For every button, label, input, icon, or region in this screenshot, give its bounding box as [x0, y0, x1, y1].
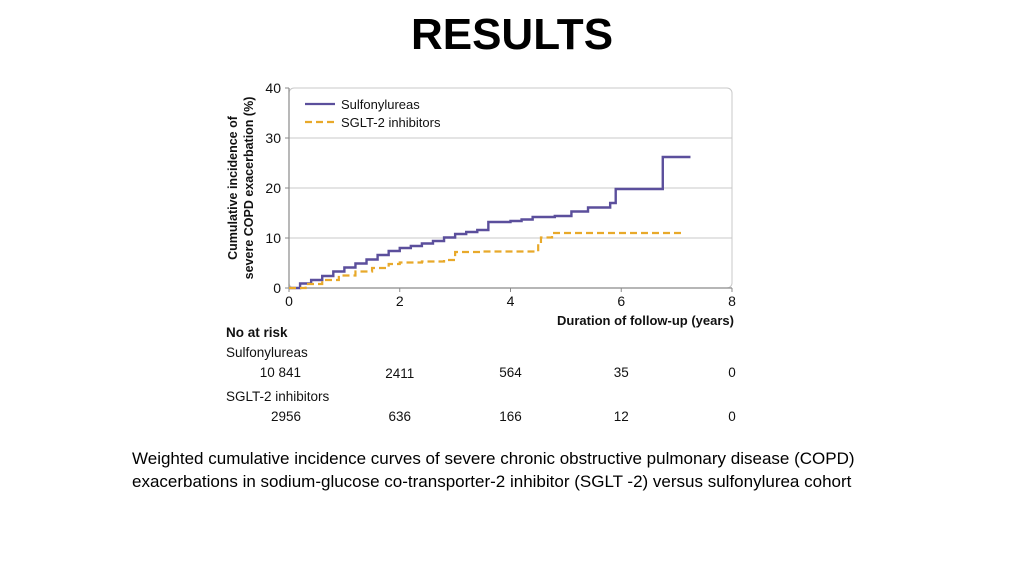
y-axis-label-line-1: Cumulative incidence of — [226, 115, 240, 260]
x-tick-label: 6 — [617, 293, 625, 309]
x-tick-label: 4 — [507, 293, 515, 309]
risk-table-value: 0 — [728, 365, 736, 380]
risk-table-value: 636 — [388, 409, 411, 424]
chart-svg: 0 10 20 30 40 0 2 4 6 8 Cumulative incidence of sev… — [226, 80, 736, 424]
y-tick-label: 0 — [273, 280, 281, 296]
legend-label: Sulfonylureas — [341, 97, 420, 112]
y-tick-label: 10 — [265, 230, 281, 246]
y-tick-label: 40 — [265, 80, 281, 96]
risk-table-value: 10 841 — [260, 365, 301, 380]
x-axis-label: Duration of follow-up (years) — [557, 313, 734, 328]
legend-label: SGLT-2 inhibitors — [341, 115, 441, 130]
risk-table-value: 12 — [614, 409, 629, 424]
x-tick-label: 0 — [285, 293, 293, 309]
risk-table-header: No at risk — [226, 325, 288, 340]
y-axis-label-line-2: severe COPD exacerbation (%) — [242, 97, 256, 280]
y-tick-label: 30 — [265, 130, 281, 146]
series-line-sglt2-inhibitors — [289, 231, 685, 290]
risk-table-value: 0 — [728, 409, 736, 424]
slide-title: RESULTS — [410, 10, 614, 59]
risk-table-value: 166 — [499, 409, 522, 424]
x-tick-label: 2 — [396, 293, 404, 309]
risk-table-value: 2956 — [271, 409, 301, 424]
risk-table-value: 2411 — [385, 366, 414, 381]
risk-table-row-label: SGLT-2 inhibitors — [226, 389, 330, 404]
figure-caption: Weighted cumulative incidence curves of … — [132, 449, 855, 491]
risk-table-value: 564 — [499, 365, 522, 380]
x-tick-label: 8 — [728, 293, 736, 309]
risk-table-row-label: Sulfonylureas — [226, 345, 308, 360]
series-line-sulfonylureas — [289, 155, 691, 290]
risk-table-value: 35 — [614, 365, 629, 380]
cumulative-incidence-chart: 0 10 20 30 40 0 2 4 6 8 Cumulative incidence of sev… — [216, 74, 756, 434]
y-tick-label: 20 — [265, 180, 281, 196]
